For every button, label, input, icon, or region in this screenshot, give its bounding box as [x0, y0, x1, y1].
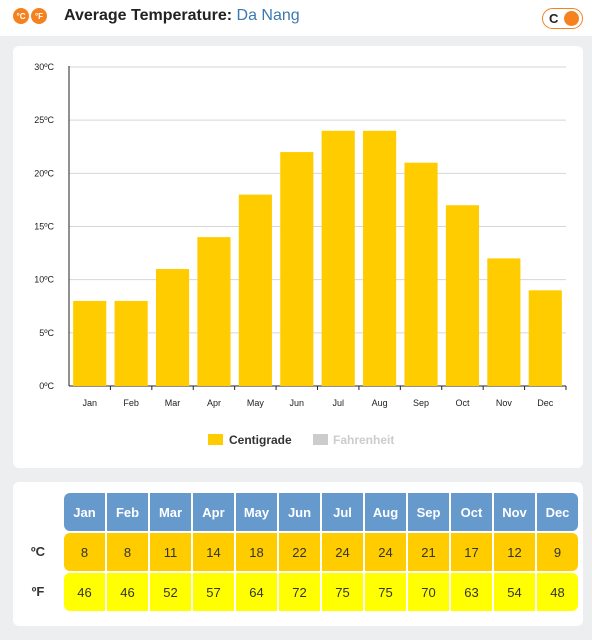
- month-header-cell: May: [236, 493, 277, 531]
- celsius-cell: 21: [408, 533, 449, 571]
- temperature-table: Jan Feb Mar Apr May Jun Jul Aug Sep Oct Nov Dec ºC …: [13, 482, 583, 626]
- x-tick-label: Jan: [82, 398, 97, 408]
- fahrenheit-cell: 48: [537, 573, 578, 611]
- bar: [73, 300, 107, 386]
- x-tick-label: Jul: [332, 398, 344, 408]
- x-tick-label: Aug: [372, 398, 388, 408]
- celsius-row-label: ºC: [30, 544, 46, 559]
- x-tick-label: Feb: [123, 398, 139, 408]
- city-name: Da Nang: [236, 7, 300, 24]
- bar: [238, 194, 272, 386]
- chart-panel: 0ºC 5ºC 10ºC 15ºC 20ºC 25ºC 30ºC Jan Feb Mar Apr Ma…: [13, 46, 583, 468]
- y-tick-label: 30ºC: [34, 62, 54, 72]
- bar: [528, 290, 562, 386]
- fahrenheit-cell: 75: [322, 573, 363, 611]
- x-tick-label: Nov: [496, 398, 513, 408]
- month-header-cell: Oct: [451, 493, 492, 531]
- fahrenheit-cell: 64: [236, 573, 277, 611]
- bar: [321, 130, 355, 386]
- fahrenheit-row-label: ºF: [31, 584, 45, 599]
- unit-toggle-label: C: [549, 11, 559, 26]
- celsius-cell: 8: [107, 533, 148, 571]
- month-header-cell: Dec: [537, 493, 578, 531]
- page-title: Average Temperature: Da Nang: [64, 7, 300, 25]
- y-tick-label: 5ºC: [39, 328, 54, 338]
- legend-centigrade-label: Centigrade: [229, 433, 292, 447]
- month-header-cell: Jun: [279, 493, 320, 531]
- month-header-cell: Mar: [150, 493, 191, 531]
- celsius-cell: 8: [64, 533, 105, 571]
- fahrenheit-cell: 63: [451, 573, 492, 611]
- y-tick-label: 25ºC: [34, 115, 54, 125]
- bar: [197, 237, 231, 386]
- fahrenheit-cell: 57: [193, 573, 234, 611]
- fahrenheit-cell: 46: [107, 573, 148, 611]
- celsius-cell: 12: [494, 533, 535, 571]
- bar: [280, 152, 314, 386]
- month-header-cell: Nov: [494, 493, 535, 531]
- celsius-cell: 18: [236, 533, 277, 571]
- y-tick-label: 20ºC: [34, 168, 54, 178]
- x-tick-label: Sep: [413, 398, 429, 408]
- y-tick-label: 10ºC: [34, 275, 54, 285]
- x-tick-label: Mar: [165, 398, 181, 408]
- temperature-chart: 0ºC 5ºC 10ºC 15ºC 20ºC 25ºC 30ºC Jan Feb Mar Apr Ma…: [34, 62, 567, 447]
- celsius-cell: 14: [193, 533, 234, 571]
- celsius-cell: 17: [451, 533, 492, 571]
- celsius-cell: 24: [322, 533, 363, 571]
- title-label: Average Temperature:: [64, 7, 233, 24]
- x-tick-label: Jun: [290, 398, 305, 408]
- celsius-logo-icon: °C: [13, 8, 29, 24]
- month-header-cell: Feb: [107, 493, 148, 531]
- legend-fahrenheit-label: Fahrenheit: [333, 433, 394, 447]
- celsius-cell: 11: [150, 533, 191, 571]
- bar: [363, 130, 397, 386]
- month-header-cell: Jul: [322, 493, 363, 531]
- celsius-cell: 24: [365, 533, 406, 571]
- months-header-row: Jan Feb Mar Apr May Jun Jul Aug Sep Oct Nov Dec: [64, 493, 578, 531]
- celsius-cell: 9: [537, 533, 578, 571]
- toggle-knob[interactable]: [564, 11, 579, 26]
- fahrenheit-row: 46 46 52 57 64 72 75 75 70 63 54 48: [64, 573, 578, 611]
- month-header-cell: Sep: [408, 493, 449, 531]
- x-tick-label: Dec: [537, 398, 554, 408]
- bar: [155, 269, 190, 386]
- y-tick-label: 15ºC: [34, 222, 54, 232]
- fahrenheit-cell: 46: [64, 573, 105, 611]
- bar: [404, 162, 438, 386]
- bar: [487, 258, 521, 386]
- celsius-row: 8 8 11 14 18 22 24 24 21 17 12 9: [64, 533, 578, 571]
- fahrenheit-cell: 52: [150, 573, 191, 611]
- month-header-cell: Jan: [64, 493, 105, 531]
- fahrenheit-cell: 75: [365, 573, 406, 611]
- fahrenheit-cell: 72: [279, 573, 320, 611]
- y-tick-label: 0ºC: [39, 381, 54, 391]
- legend-centigrade-swatch: [208, 434, 223, 445]
- x-tick-label: Apr: [207, 398, 221, 408]
- bar: [114, 300, 148, 386]
- fahrenheit-cell: 54: [494, 573, 535, 611]
- x-tick-label: May: [247, 398, 265, 408]
- month-header-cell: Aug: [365, 493, 406, 531]
- unit-toggle[interactable]: C: [542, 8, 583, 29]
- fahrenheit-logo-icon: °F: [31, 8, 47, 24]
- logo: °C °F: [13, 8, 47, 24]
- bar: [445, 205, 480, 386]
- celsius-cell: 22: [279, 533, 320, 571]
- header: °C °F Average Temperature: Da Nang C: [0, 0, 592, 36]
- x-tick-label: Oct: [455, 398, 470, 408]
- legend-fahrenheit-swatch: [313, 434, 328, 445]
- fahrenheit-cell: 70: [408, 573, 449, 611]
- month-header-cell: Apr: [193, 493, 234, 531]
